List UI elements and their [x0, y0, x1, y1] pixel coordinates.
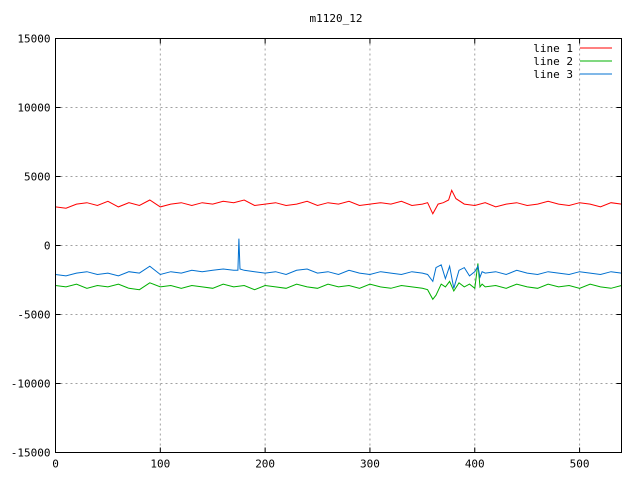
y-tick-label: 0 — [44, 240, 51, 253]
y-tick-label: 5000 — [24, 171, 51, 184]
plot-frame — [55, 38, 622, 453]
series-1-line — [55, 188, 622, 215]
chart-title: m1120_12 — [310, 12, 363, 25]
legend-label: line 3 — [533, 68, 573, 81]
y-tick-label: -5000 — [17, 309, 50, 322]
x-tick-label: 500 — [570, 458, 590, 471]
series-3-line — [55, 238, 622, 289]
x-tick-label: 100 — [150, 458, 170, 471]
y-tick-label: -10000 — [11, 378, 51, 391]
y-tick-label: 15000 — [17, 33, 50, 46]
series-2-line — [55, 263, 622, 301]
x-tick-label: 400 — [465, 458, 485, 471]
y-tick-label: 10000 — [17, 102, 50, 115]
x-tick-label: 200 — [255, 458, 275, 471]
series-layer — [55, 188, 622, 301]
x-tick-label: 300 — [360, 458, 380, 471]
grid — [55, 38, 622, 453]
y-tick-label: -15000 — [11, 447, 51, 460]
axis-ticks: 0 100 200 300 400 500 -15000 -10000 -5000 0 5000 10… — [11, 33, 622, 471]
x-tick-label: 0 — [52, 458, 59, 471]
legend-label: line 2 — [533, 55, 573, 68]
legend-label: line 1 — [533, 42, 573, 55]
